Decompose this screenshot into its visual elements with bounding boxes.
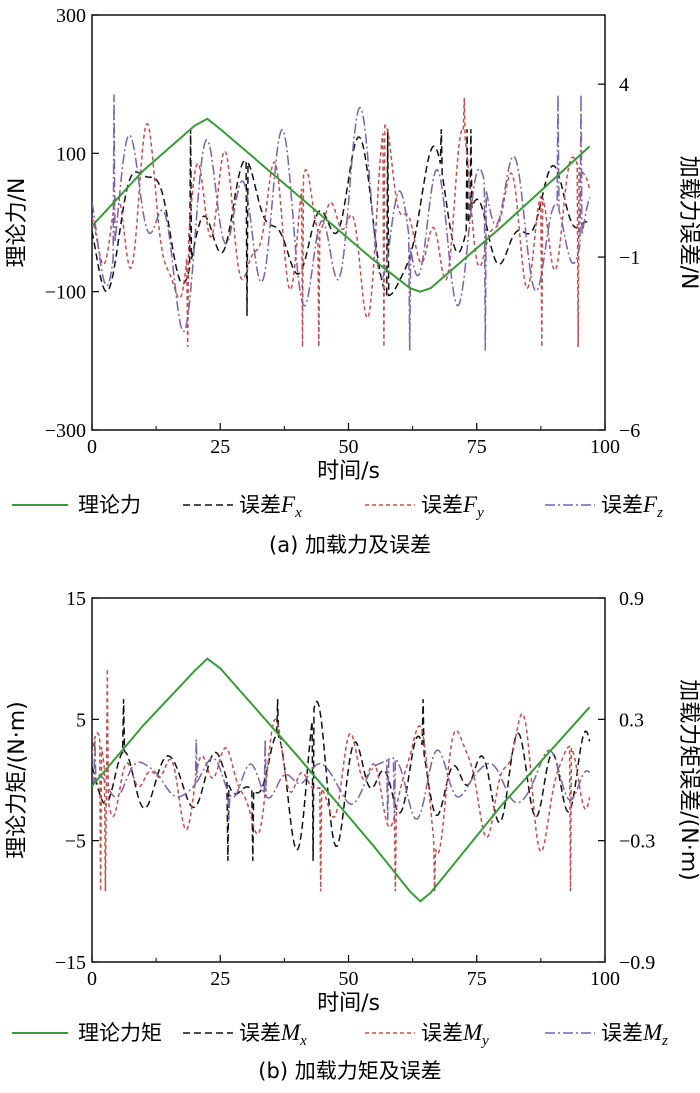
x-tick-label: 25 <box>210 436 230 458</box>
legend-label-text: 误差 <box>239 1021 281 1045</box>
y2-tick-label: −1 <box>619 247 640 269</box>
y-tick-label: −15 <box>55 952 86 974</box>
y-tick-label: 300 <box>56 5 86 27</box>
x-tick-label: 0 <box>87 968 97 990</box>
legend-label-theory: 理论力矩 <box>78 1021 162 1045</box>
y2-axis-label: 加载力误差/N <box>676 156 700 290</box>
x-tick-label: 0 <box>87 436 97 458</box>
y-axis-label: 理论力/N <box>5 178 30 268</box>
y2-axis-label: 加载力矩误差/(N·m) <box>676 679 700 880</box>
legend-subscript: y <box>480 1033 489 1049</box>
x-axis-label: 时间/s <box>317 991 380 1016</box>
legend-label-text: 误差 <box>421 1021 463 1045</box>
x-tick-label: 50 <box>339 968 359 990</box>
x-tick-label: 25 <box>210 968 230 990</box>
legend-label-text: 误差 <box>601 1021 643 1045</box>
y-tick-label: 5 <box>76 709 86 731</box>
series-error-y <box>92 668 591 892</box>
y2-tick-label: 0.3 <box>619 709 644 731</box>
legend-symbol: M <box>280 1020 302 1045</box>
series-error-x <box>92 129 591 316</box>
legend-subscript: z <box>656 505 663 521</box>
legend-label-text: 误差 <box>239 493 281 517</box>
series-theory <box>92 657 591 903</box>
y-tick-label: 100 <box>56 143 86 165</box>
chart-caption: (b) 加载力矩及误差 <box>258 1059 441 1083</box>
legend-label-error-x: 误差Fx <box>239 492 302 521</box>
legend-symbol: F <box>462 492 478 517</box>
legend-subscript: y <box>475 505 484 521</box>
legend: 理论力矩 误差Mx 误差My 误差Mz <box>12 1020 668 1049</box>
x-tick-label: 50 <box>339 436 359 458</box>
y2-tick-label: −0.3 <box>619 831 655 853</box>
legend-label-text: 误差 <box>601 493 643 517</box>
y-tick-label: 15 <box>66 588 86 610</box>
legend-label-text: 误差 <box>421 493 463 517</box>
legend-subscript: x <box>299 1033 307 1049</box>
y-tick-label: −100 <box>45 282 86 304</box>
legend-symbol: M <box>642 1020 664 1045</box>
legend-label-error-y: 误差My <box>421 1020 489 1049</box>
chart-caption: (a) 加载力及误差 <box>269 533 431 557</box>
x-tick-label: 100 <box>590 968 620 990</box>
legend-label-error-z: 误差Fz <box>601 492 663 521</box>
y2-tick-label: −0.9 <box>619 952 655 974</box>
series-theory <box>92 117 591 293</box>
legend-label-error-z: 误差Mz <box>601 1020 668 1049</box>
y2-tick-label: 4 <box>619 74 629 96</box>
y-axis-label: 理论力矩/(N·m) <box>5 701 30 858</box>
x-tick-label: 75 <box>467 436 487 458</box>
chart-panel-b: 0 25 50 75 100 15 5 −5 −15 0.9 0.3 −0.3 −0.9 时间/s 理论力矩… <box>5 588 700 1083</box>
legend-symbol: F <box>280 492 296 517</box>
series-error-z <box>92 94 591 351</box>
y-tick-label: −5 <box>65 831 86 853</box>
y2-tick-label: −6 <box>619 420 640 442</box>
legend-label-error-x: 误差Mx <box>239 1020 307 1049</box>
y2-tick-label: 0.9 <box>619 588 644 610</box>
legend-symbol: F <box>642 492 658 517</box>
legend-symbol: M <box>462 1020 484 1045</box>
y-tick-label: −300 <box>45 420 86 442</box>
x-tick-label: 100 <box>590 436 620 458</box>
legend-subscript: x <box>294 505 302 521</box>
legend-label-error-y: 误差Fy <box>421 492 484 521</box>
legend-subscript: z <box>661 1033 668 1049</box>
series-error-z <box>92 739 591 821</box>
legend-label-theory: 理论力 <box>78 493 141 517</box>
series-error-x <box>92 699 591 861</box>
legend: 理论力 误差Fx 误差Fy 误差Fz <box>12 492 663 521</box>
x-tick-label: 75 <box>467 968 487 990</box>
x-axis-label: 时间/s <box>317 459 380 484</box>
chart-panel-a: 0 25 50 75 100 300 100 −100 −300 4 −1 −6 时间/s 理论力/N 加载… <box>5 5 700 557</box>
